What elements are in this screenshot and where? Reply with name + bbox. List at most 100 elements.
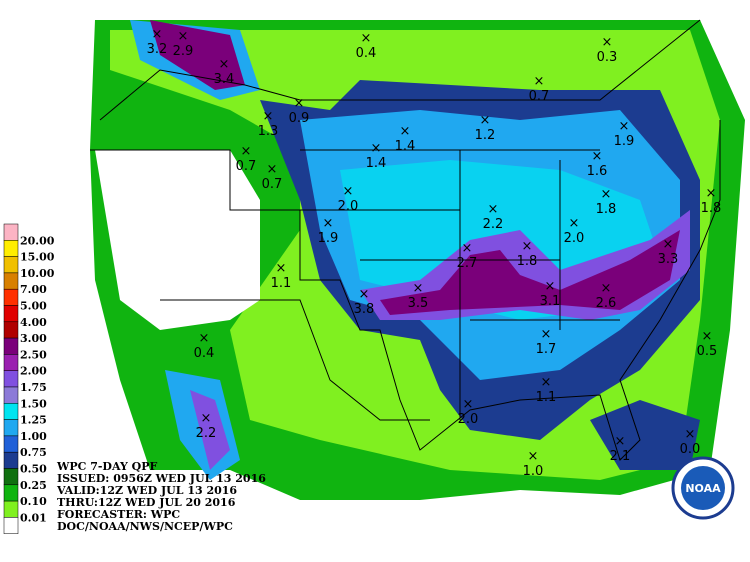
legend-swatch xyxy=(3,256,19,274)
max-marker: × xyxy=(545,279,556,294)
max-value: 1.0 xyxy=(523,464,544,479)
max-marker: × xyxy=(241,144,252,159)
max-value: 1.3 xyxy=(258,124,279,139)
max-marker: × xyxy=(615,434,626,449)
max-marker: × xyxy=(201,411,212,426)
max-marker: × xyxy=(413,281,424,296)
max-value: 0.7 xyxy=(236,159,257,174)
max-value: 0.4 xyxy=(356,46,377,61)
max-marker: × xyxy=(541,375,552,390)
legend-swatch xyxy=(3,484,19,502)
max-marker: × xyxy=(480,113,491,128)
legend-swatch xyxy=(3,419,19,437)
max-marker: × xyxy=(601,187,612,202)
max-marker: × xyxy=(706,186,717,201)
max-marker: × xyxy=(663,237,674,252)
max-marker: × xyxy=(323,216,334,231)
max-value: 1.9 xyxy=(318,231,339,246)
max-marker: × xyxy=(534,74,545,89)
legend-label: 0.01 xyxy=(20,511,47,524)
max-marker: × xyxy=(199,331,210,346)
boundaries xyxy=(90,19,721,461)
max-marker: × xyxy=(294,96,305,111)
max-marker: × xyxy=(488,202,499,217)
max-value: 2.0 xyxy=(338,199,359,214)
max-value: 3.5 xyxy=(408,296,429,311)
max-marker: × xyxy=(219,57,230,72)
max-value: 3.3 xyxy=(658,252,679,267)
header-line: VALID:12Z WED JUL 13 2016 xyxy=(56,484,237,497)
header-line: FORECASTER: WPC xyxy=(57,508,180,521)
header-line: THRU:12Z WED JUL 20 2016 xyxy=(57,496,236,509)
legend-swatch xyxy=(3,370,19,388)
legend-label: 1.75 xyxy=(20,381,47,394)
logo-text: NOAA xyxy=(685,482,721,495)
header-text: WPC 7-DAY QPF ISSUED: 0956Z WED JUL 13 2… xyxy=(56,460,266,533)
max-value: 2.7 xyxy=(457,256,478,271)
header-line: WPC 7-DAY QPF xyxy=(56,460,157,473)
max-value: 2.2 xyxy=(483,217,504,232)
max-value: 1.1 xyxy=(536,390,557,405)
legend-swatch xyxy=(3,500,19,518)
max-value: 0.7 xyxy=(529,89,550,104)
legend-label: 7.00 xyxy=(20,283,47,296)
legend-swatch xyxy=(3,240,19,257)
legend-label: 3.00 xyxy=(20,332,47,345)
max-marker: × xyxy=(702,329,713,344)
max-marker: × xyxy=(276,261,287,276)
max-marker: × xyxy=(619,119,630,134)
max-value: 0.9 xyxy=(289,111,310,126)
legend-label: 4.00 xyxy=(20,316,47,329)
max-marker: × xyxy=(343,184,354,199)
legend-label: 1.25 xyxy=(20,414,47,427)
legend-label: 20.00 xyxy=(20,234,55,247)
legend-swatch xyxy=(3,386,19,404)
legend-label: 0.50 xyxy=(20,463,47,476)
legend-label: 0.75 xyxy=(20,446,47,459)
legend-swatch xyxy=(3,288,19,306)
max-value: 0.3 xyxy=(597,50,618,65)
max-value: 1.7 xyxy=(536,342,557,357)
max-marker: × xyxy=(592,149,603,164)
max-value: 3.4 xyxy=(214,72,235,87)
max-marker: × xyxy=(601,281,612,296)
header-line: DOC/NOAA/NWS/NCEP/WPC xyxy=(57,520,233,533)
max-value: 0.0 xyxy=(680,442,701,457)
max-value: 0.7 xyxy=(262,177,283,192)
legend-swatch xyxy=(3,403,19,420)
max-marker: × xyxy=(371,141,382,156)
maxima: ×3.2×2.9×3.4×0.4×0.3×0.7×1.3×0.9×1.4×1.2… xyxy=(147,27,722,479)
max-marker: × xyxy=(263,109,274,124)
max-value: 1.9 xyxy=(614,134,635,149)
legend-label: 15.00 xyxy=(20,251,55,264)
max-value: 1.1 xyxy=(271,276,292,291)
max-value: 0.5 xyxy=(697,344,718,359)
max-value: 1.4 xyxy=(366,156,387,171)
legend-label: 2.00 xyxy=(20,365,47,378)
legend-swatch xyxy=(3,272,19,290)
max-marker: × xyxy=(462,241,473,256)
legend-label: 1.50 xyxy=(20,397,47,410)
max-value: 2.9 xyxy=(173,44,194,59)
max-value: 3.2 xyxy=(147,42,168,57)
legend-swatch xyxy=(3,354,19,371)
max-marker: × xyxy=(541,327,552,342)
max-value: 2.1 xyxy=(610,449,631,464)
max-marker: × xyxy=(463,397,474,412)
max-value: 1.2 xyxy=(475,128,496,143)
legend-label: 2.50 xyxy=(20,348,47,361)
max-marker: × xyxy=(400,124,411,139)
max-marker: × xyxy=(152,27,163,42)
max-value: 2.0 xyxy=(564,231,585,246)
legend-swatch xyxy=(3,451,19,469)
max-value: 2.0 xyxy=(458,412,479,427)
max-value: 1.8 xyxy=(596,202,617,217)
legend-swatch xyxy=(3,321,19,339)
legend-label: 0.10 xyxy=(20,495,47,508)
header-line: ISSUED: 0956Z WED JUL 13 2016 xyxy=(57,472,266,485)
legend-swatch xyxy=(3,337,19,355)
max-marker: × xyxy=(361,31,372,46)
max-marker: × xyxy=(267,162,278,177)
legend-swatch xyxy=(3,517,19,534)
